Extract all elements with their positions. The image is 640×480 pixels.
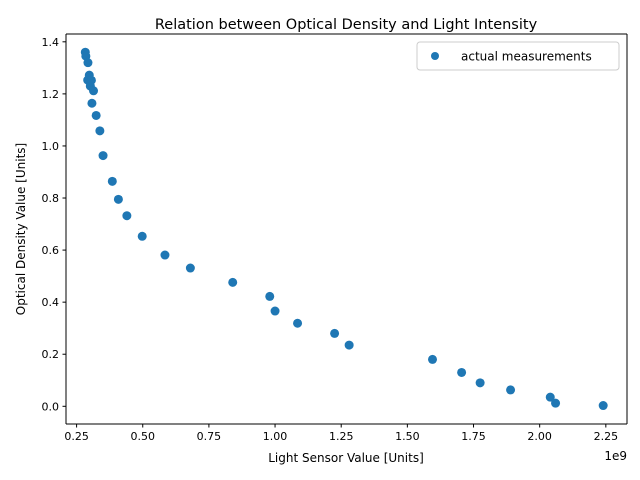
x-axis-label: Light Sensor Value [Units] xyxy=(268,451,424,465)
data-point xyxy=(551,398,561,408)
data-point xyxy=(87,98,97,108)
data-point xyxy=(83,58,93,68)
data-point xyxy=(475,378,485,388)
legend-marker xyxy=(431,52,439,60)
data-point xyxy=(137,231,147,241)
data-point xyxy=(598,401,608,411)
data-point xyxy=(89,86,99,96)
data-point xyxy=(330,328,340,338)
legend: actual measurements xyxy=(416,41,620,71)
x-tick-label: 1.25 xyxy=(329,430,354,443)
plot-background xyxy=(66,34,627,424)
x-tick-label: 1.00 xyxy=(263,430,288,443)
legend-label: actual measurements xyxy=(461,50,592,64)
data-point xyxy=(122,211,132,221)
x-tick-label: 1.50 xyxy=(395,430,420,443)
x-tick-label: 2.00 xyxy=(527,430,552,443)
data-point xyxy=(98,151,108,161)
data-point xyxy=(185,263,195,273)
y-tick-label: 0.4 xyxy=(42,296,60,309)
plot-spines xyxy=(65,33,628,425)
data-point xyxy=(113,194,123,204)
x-tick-label: 0.50 xyxy=(130,430,155,443)
data-point xyxy=(107,176,117,186)
y-tick-label: 1.2 xyxy=(42,88,60,101)
data-point xyxy=(95,126,105,136)
y-axis-label: Optical Density Value [Units] xyxy=(14,143,28,315)
y-tick-label: 0.0 xyxy=(42,400,60,413)
y-tick-label: 0.8 xyxy=(42,192,60,205)
x-tick-label: 2.25 xyxy=(594,430,619,443)
x-axis-ticks: 0.25 0.50 0.75 1.00 1.25 1.50 1.75 2.00 2.25 xyxy=(64,424,618,443)
data-point xyxy=(344,340,354,350)
data-point xyxy=(457,367,467,377)
y-tick-label: 1.0 xyxy=(42,140,60,153)
data-point xyxy=(160,250,170,260)
data-point xyxy=(270,306,280,316)
x-tick-label: 0.25 xyxy=(64,430,89,443)
y-tick-label: 1.4 xyxy=(42,36,60,49)
legend-frame xyxy=(416,41,620,71)
data-point xyxy=(91,110,101,120)
y-tick-label: 0.6 xyxy=(42,244,60,257)
data-point xyxy=(545,392,555,402)
x-tick-label: 1.75 xyxy=(461,430,486,443)
x-offset-label: 1e9 xyxy=(604,449,627,463)
data-points xyxy=(80,47,608,411)
data-point xyxy=(428,354,438,364)
data-point xyxy=(293,318,303,328)
x-tick-label: 0.75 xyxy=(197,430,222,443)
y-tick-label: 0.2 xyxy=(42,348,60,361)
data-point xyxy=(506,385,516,395)
data-point xyxy=(265,291,275,301)
plot-area xyxy=(66,34,627,424)
y-axis-ticks: 0.0 0.2 0.4 0.6 0.8 1.0 1.2 1.4 xyxy=(42,36,66,413)
data-point xyxy=(228,277,238,287)
chart-title: Relation between Optical Density and Lig… xyxy=(155,17,538,33)
